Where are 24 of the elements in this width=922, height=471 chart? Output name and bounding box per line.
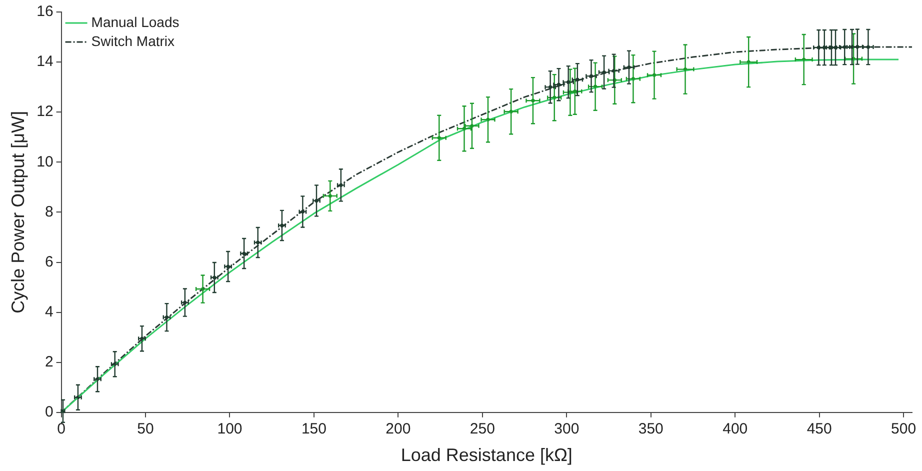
x-tick-label: 100: [217, 420, 242, 438]
y-tick-label: 6: [44, 253, 54, 270]
x-tick-label: 200: [386, 420, 411, 438]
y-tick-label: 14: [36, 53, 54, 70]
x-tick-label: 0: [57, 420, 66, 438]
x-tick-label: 400: [722, 420, 748, 438]
y-tick-label: 16: [36, 3, 54, 20]
y-tick-label: 10: [36, 153, 54, 170]
y-axis-title: Cycle Power Output [μW]: [8, 110, 28, 314]
y-tick-label: 2: [44, 353, 54, 370]
y-tick-label: 0: [44, 404, 54, 421]
x-tick-label: 250: [470, 420, 495, 438]
x-tick-label: 300: [554, 420, 580, 438]
y-tick-label: 8: [44, 203, 54, 220]
legend-label: Manual Loads: [91, 14, 180, 30]
x-tick-label: 150: [301, 420, 326, 438]
x-axis-title: Load Resistance [kΩ]: [400, 445, 572, 466]
x-tick-label: 500: [891, 420, 916, 438]
x-tick-label: 450: [806, 420, 832, 438]
x-tick-label: 50: [137, 420, 154, 438]
y-tick-label: 4: [44, 303, 54, 320]
x-tick-label: 350: [638, 420, 664, 438]
y-tick-label: 12: [36, 103, 54, 120]
legend-label: Switch Matrix: [91, 32, 175, 49]
